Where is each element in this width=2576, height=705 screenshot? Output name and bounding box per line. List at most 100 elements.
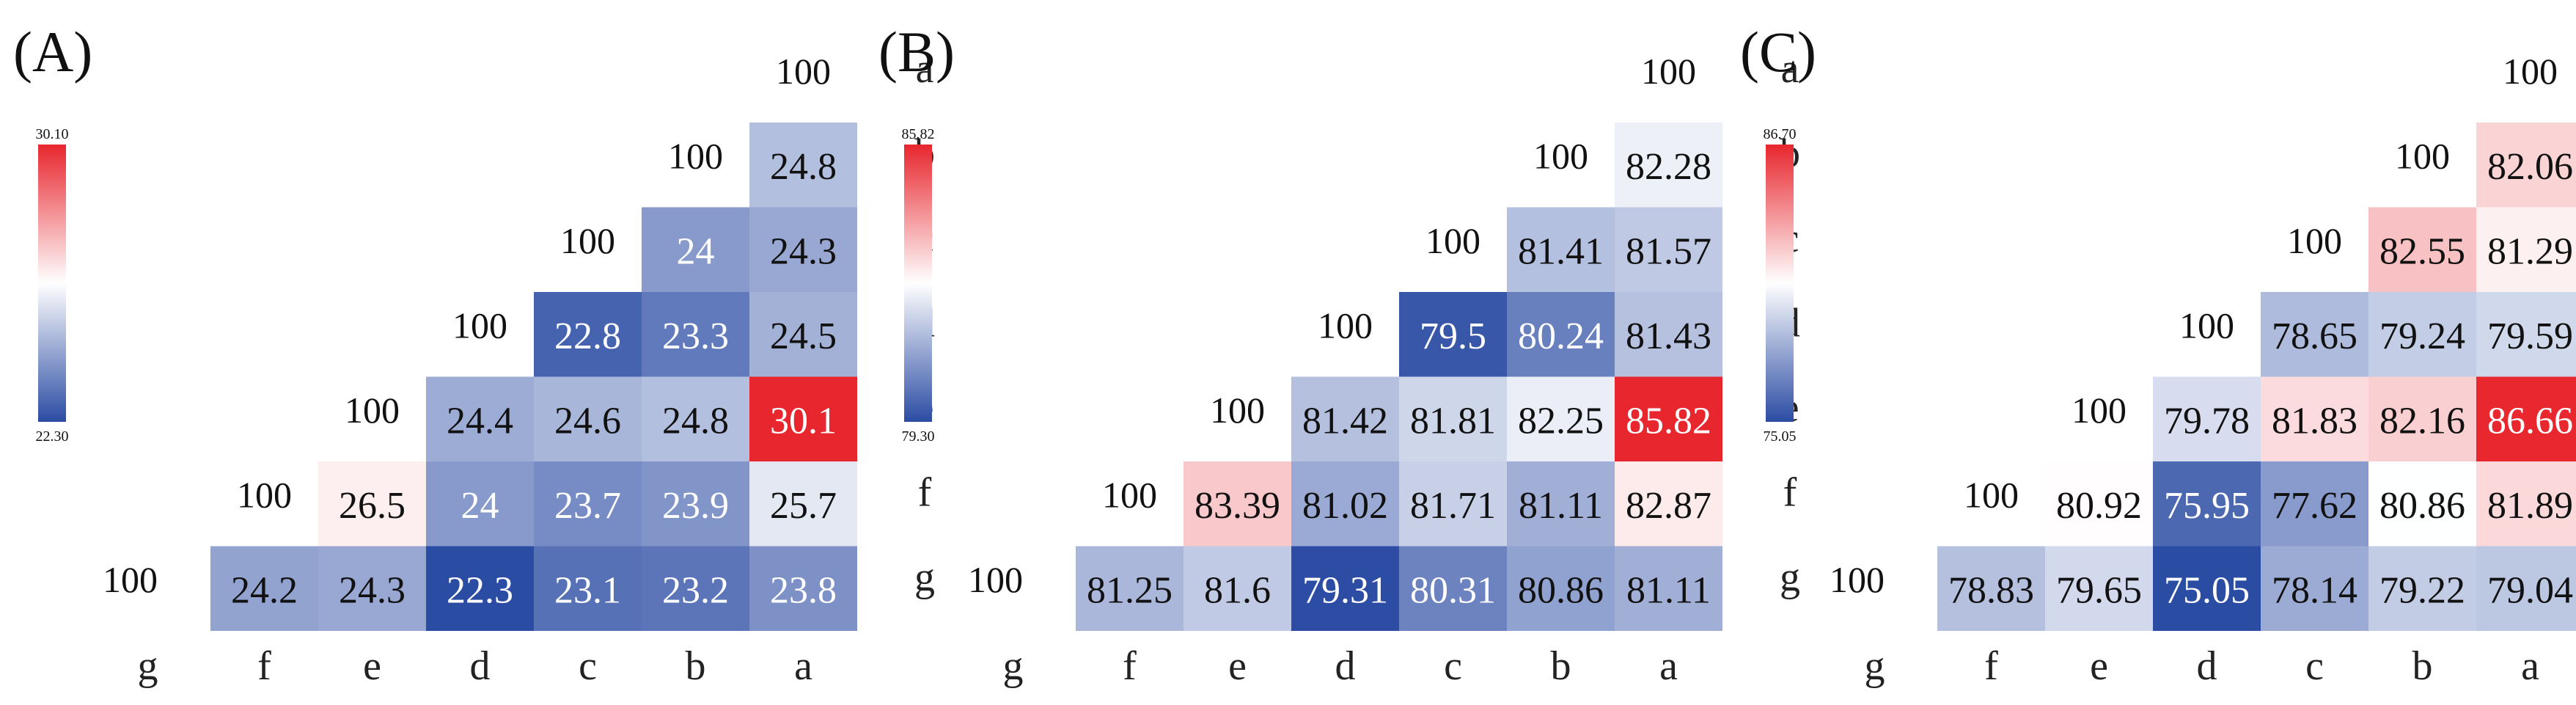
cell-value-label: 75.05 (2164, 569, 2250, 611)
heatmap-cell (318, 546, 426, 631)
cell-value-label: 80.24 (1518, 315, 1604, 357)
cell-value-label: 25.7 (770, 485, 837, 527)
heatmap-cell (534, 292, 642, 377)
cell-value-label: 78.14 (2272, 569, 2357, 611)
col-label-g: g (1003, 643, 1024, 689)
heatmap-cell (749, 461, 857, 547)
col-label-b: b (2412, 643, 2433, 689)
colorbar-max-label: 30.10 (36, 126, 69, 142)
cell-value-label: 81.89 (2487, 485, 2573, 527)
heatmap-cell (1399, 292, 1507, 377)
diagonal-label: 100 (1533, 136, 1588, 177)
cell-value-label: 82.16 (2379, 400, 2465, 442)
cell-value-label: 24.3 (339, 569, 406, 611)
heatmap-cell (2261, 376, 2368, 461)
cell-value-label: 24.2 (231, 569, 298, 611)
row-label-a: a (916, 46, 934, 92)
cell-value-label: 81.57 (1626, 230, 1711, 272)
heatmap-cell (1615, 207, 1722, 292)
row-label-f: f (918, 470, 932, 516)
heatmap-panel-a: (A)30.1022.30abcdefggfedcba1001001001001… (13, 20, 935, 689)
heatmap-cell (2476, 123, 2576, 208)
heatmap-cell (2476, 461, 2576, 547)
heatmap-cell (2045, 461, 2153, 547)
heatmap-cell (534, 546, 642, 631)
colorbar-min-label: 75.05 (1764, 428, 1797, 445)
cell-value-label: 79.78 (2164, 400, 2250, 442)
row-label-a: a (1781, 46, 1799, 92)
diagonal-label: 100 (668, 136, 723, 177)
heatmap-panel-c: (C)86.7075.05abcdefggfedcba1001001001001… (1740, 20, 2576, 689)
heatmap-cell (2368, 376, 2476, 461)
cell-value-label: 75.95 (2164, 485, 2250, 527)
diagonal-label: 100 (2503, 51, 2558, 92)
col-label-c: c (2305, 643, 2324, 689)
cell-value-label: 81.25 (1087, 569, 1173, 611)
heatmap-cell (1615, 123, 1722, 208)
diagonal-label: 100 (452, 305, 507, 346)
cell-value-label: 24.5 (770, 315, 837, 357)
heatmap-cell (2368, 292, 2476, 377)
panel-label: (B) (878, 20, 955, 84)
diagonal-label: 100 (2179, 305, 2234, 346)
cell-value-label: 81.29 (2487, 230, 2573, 272)
heatmap-cell (1507, 376, 1615, 461)
heatmap-cell (749, 376, 857, 461)
col-label-d: d (2197, 643, 2217, 689)
cell-value-label: 23.8 (770, 569, 837, 611)
heatmap-cell (2476, 207, 2576, 292)
cell-value-label: 23.1 (554, 569, 621, 611)
cell-value-label: 79.31 (1302, 569, 1388, 611)
diagonal-label: 100 (1318, 305, 1373, 346)
heatmap-cell (318, 461, 426, 547)
heatmap-cell (1615, 376, 1722, 461)
cell-value-label: 80.31 (1410, 569, 1496, 611)
col-label-c: c (1444, 643, 1462, 689)
heatmap-cell (749, 207, 857, 292)
cell-value-label: 82.28 (1626, 146, 1711, 188)
heatmap-cell (2261, 292, 2368, 377)
cell-value-label: 22.8 (554, 315, 621, 357)
heatmap-cell (2476, 546, 2576, 631)
col-label-e: e (363, 643, 381, 689)
diagonal-label: 100 (1964, 475, 2019, 516)
heatmap-cell (2368, 461, 2476, 547)
heatmap-cell (749, 292, 857, 377)
cell-value-label: 79.24 (2379, 315, 2465, 357)
col-label-e: e (2090, 643, 2108, 689)
cell-value-label: 23.3 (662, 315, 729, 357)
heatmap-cell (1184, 546, 1291, 631)
cell-value-label: 23.2 (662, 569, 729, 611)
heatmap-cell (642, 292, 749, 377)
cell-value-label: 23.7 (554, 485, 621, 527)
cell-value-label: 81.6 (1204, 569, 1271, 611)
heatmap-cell (210, 546, 318, 631)
cell-value-label: 24 (461, 485, 499, 527)
colorbar-max-label: 85.82 (902, 126, 935, 142)
diagonal-label: 100 (776, 51, 831, 92)
cell-value-label: 82.06 (2487, 146, 2573, 188)
heatmap-cell (1937, 546, 2045, 631)
col-label-d: d (470, 643, 491, 689)
diagonal-label: 100 (1102, 475, 1157, 516)
col-label-b: b (686, 643, 706, 689)
cell-value-label: 82.55 (2379, 230, 2465, 272)
cell-value-label: 23.9 (662, 485, 729, 527)
heatmap-cell (1291, 546, 1399, 631)
cell-value-label: 81.42 (1302, 400, 1388, 442)
diagonal-label: 100 (968, 559, 1023, 600)
diagonal-label: 100 (2395, 136, 2450, 177)
col-label-a: a (1659, 643, 1678, 689)
cell-value-label: 78.65 (2272, 315, 2357, 357)
cell-value-label: 77.62 (2272, 485, 2357, 527)
panel-label: (A) (13, 20, 92, 84)
panel-label: (C) (1740, 20, 1816, 84)
heatmap-cell (1291, 461, 1399, 547)
cell-value-label: 22.3 (447, 569, 513, 611)
col-label-f: f (257, 643, 271, 689)
heatmap-cell (1399, 376, 1507, 461)
col-label-a: a (794, 643, 812, 689)
colorbar-min-label: 79.30 (902, 428, 935, 445)
heatmap-cell (2045, 546, 2153, 631)
